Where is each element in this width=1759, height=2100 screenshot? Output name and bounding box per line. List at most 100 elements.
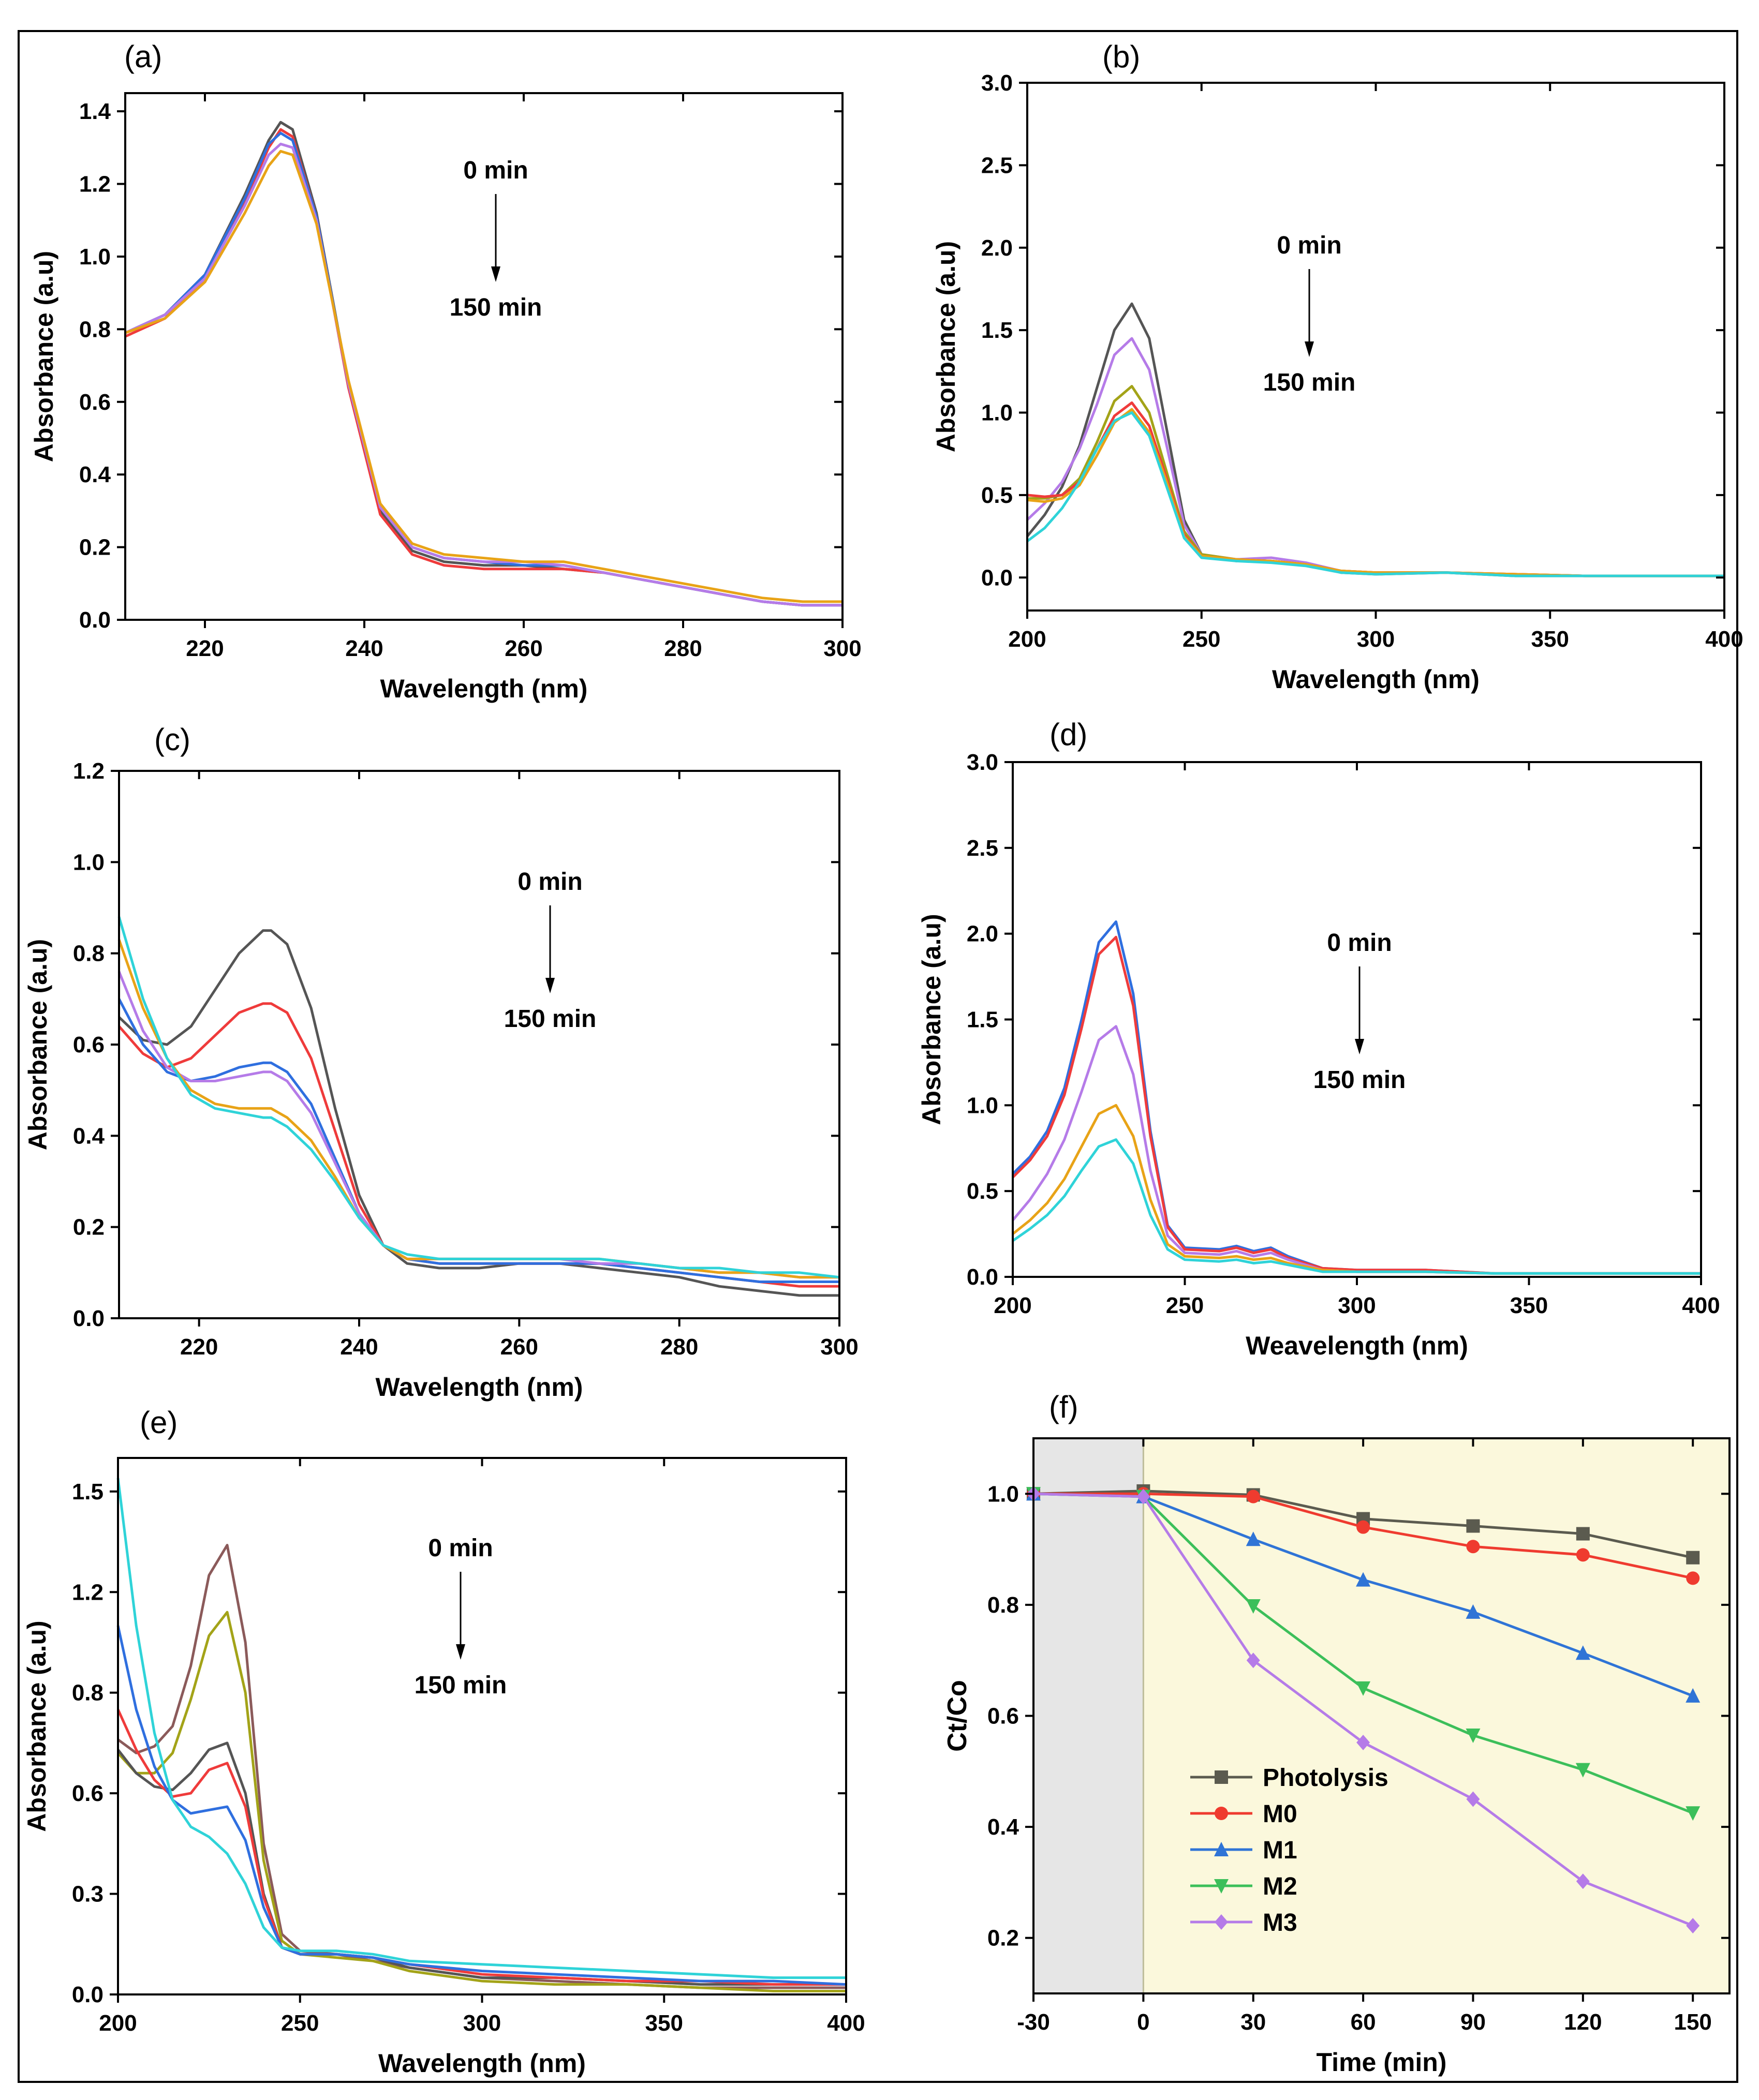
y-tick-label: 0.4 [73,1123,105,1149]
series-line-2 [1026,337,1724,577]
data-point [1466,1604,1481,1619]
y-tick-label: 1.0 [73,850,105,875]
legend-label: M1 [1263,1837,1297,1864]
dark-region [1033,1438,1144,1993]
y-tick-label: 1.0 [987,1481,1019,1507]
x-tick-label: 30 [1240,2009,1266,2035]
series-line-4 [1012,1104,1701,1275]
series-line-1 [118,929,839,1297]
series-line-3 [117,1741,846,1986]
figure-frame [18,30,1738,2083]
x-tick-label: 90 [1460,2009,1486,2035]
y-tick-label: 0.4 [987,1814,1019,1840]
y-tick-label: 1.5 [981,318,1013,343]
legend-label: M0 [1263,1800,1297,1828]
data-point [1466,1540,1480,1554]
data-point [1576,1873,1590,1889]
series-line-6 [117,916,840,1279]
y-tick-label: 0.2 [987,1926,1019,1951]
x-tick-label: 350 [1531,627,1569,652]
x-tick-label: 60 [1351,2009,1376,2035]
x-tick-label: 200 [1008,627,1046,652]
x-tick-label: 150 [1674,2009,1711,2035]
y-axis-label: Absorbance (a.u) [932,241,960,452]
x-tick-label: 350 [1510,1293,1548,1318]
series-line-6 [116,1478,846,1979]
x-tick-label: 280 [660,1334,698,1360]
panel-label: (b) [1102,39,1140,74]
y-tick-label: 0.6 [79,390,111,415]
panel-b: (b) 200 250 300 350 400 0.0 0.5 1.0 1.5 2.0 2.5 3.0 W… [932,39,1743,694]
y-axis-label: Ct/Co [942,1680,972,1752]
y-axis-label: Absorbance (a.u) [29,251,58,462]
series-line-3 [1012,1025,1701,1275]
panel-c: (c) 220 240 260 280 300 0.0 0.2 0.4 0.6 0.8 1.0 1.2 W… [23,722,859,1402]
series-line-4 [116,1709,846,1986]
panel-d: (d) 200 250 300 350 400 0.0 0.5 1.0 1.5 2.0 2.5 3.0 W… [917,717,1720,1360]
arrow-head-icon [456,1644,465,1660]
y-axis-label: Absorbance (a.u) [917,914,946,1125]
x-tick-label: 240 [340,1334,378,1360]
x-tick-label: 300 [820,1334,858,1360]
panel-label: (c) [154,722,190,757]
data-point [1466,1519,1480,1533]
y-axis-label: Absorbance (a.u) [22,1620,51,1831]
y-tick-label: 1.0 [981,400,1013,426]
legend-marker [1215,1770,1228,1784]
data-point [1136,1488,1150,1505]
y-tick-label: 0.4 [79,462,111,487]
data-point [1575,1645,1590,1660]
y-tick-label: 0.0 [72,1982,104,2007]
x-tick-label: 250 [1166,1293,1204,1318]
annotation-start: 0 min [1277,232,1341,259]
y-tick-label: 0.2 [73,1215,105,1240]
annotation-start: 0 min [463,157,528,184]
annotation-end: 150 min [415,1672,507,1699]
series-line-5 [117,939,839,1279]
y-tick-label: 3.0 [981,70,1013,96]
series-line-5 [1027,408,1724,577]
x-tick-label: 120 [1564,2009,1602,2035]
arrow-head-icon [545,978,555,993]
y-tick-label: 2.0 [967,921,998,947]
data-point [1356,1681,1371,1696]
arrow-head-icon [491,266,500,282]
y-tick-label: 0.6 [987,1704,1019,1729]
arrow-head-icon [1305,341,1314,357]
series-line-2 [124,128,842,607]
y-tick-label: 0.0 [981,565,1013,590]
x-tick-label: 220 [186,636,224,661]
panel-label: (d) [1050,717,1087,752]
y-tick-label: 0.8 [987,1592,1019,1618]
data-point [1246,1599,1261,1614]
data-point [1576,1548,1590,1562]
legend-marker [1214,1879,1229,1894]
y-tick-label: 0.2 [79,535,111,560]
plot-frame [1026,82,1725,612]
y-tick-label: 1.2 [79,172,111,197]
y-tick-label: 2.5 [981,153,1013,178]
data-point [1466,1729,1481,1744]
annotation-start: 0 min [428,1535,493,1562]
legend-label: M3 [1263,1909,1297,1937]
y-tick-label: 0.8 [73,941,105,966]
data-point [1686,1806,1701,1821]
panel-a: (a) 220 240 260 280 300 0.0 0.2 0.4 0.6 0.8 1.0 1.2 1… [29,39,862,703]
data-point [1686,1918,1700,1934]
series-line-2 [118,1002,839,1288]
y-tick-label: 0.8 [79,317,111,342]
x-tick-label: 400 [827,2010,865,2036]
x-tick-label: 220 [180,1334,218,1360]
x-tick-label: 300 [1338,1293,1376,1318]
x-tick-label: 300 [463,2010,501,2036]
y-tick-label: 2.0 [981,235,1013,261]
x-tick-label: 280 [664,636,702,661]
panel-f: (f) -30 0 30 60 90 120 150 0.2 0.4 0.6 0.8 1.0 Time (… [942,1390,1731,2077]
x-tick-label: 250 [1182,627,1220,652]
data-point [1686,1571,1700,1585]
plot-frame [124,92,844,621]
x-tick-label: 200 [994,1293,1031,1318]
arrow-head-icon [1355,1039,1364,1054]
annotation-end: 150 min [1263,369,1356,396]
